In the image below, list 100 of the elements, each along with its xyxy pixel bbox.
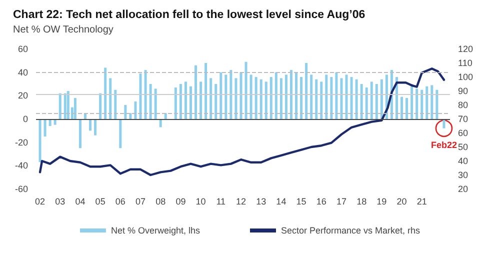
bar xyxy=(58,93,62,119)
bar xyxy=(139,74,142,119)
bar xyxy=(78,119,82,148)
bar xyxy=(420,90,424,119)
x-tick-label: 06 xyxy=(115,196,126,206)
bar xyxy=(370,82,373,119)
bar xyxy=(430,85,434,119)
y-tick-label: -20 xyxy=(14,137,28,148)
x-tick-label: 16 xyxy=(316,196,326,206)
bar xyxy=(99,93,102,119)
x-tick-label: 21 xyxy=(416,196,427,206)
y-tick-label: 0 xyxy=(22,114,28,124)
x-tick-label: 19 xyxy=(376,196,387,206)
bar xyxy=(164,113,167,119)
y2-tick-label: 120 xyxy=(458,44,474,54)
chart-title: Chart 22: Tech net allocation fell to the lowest level since Aug’06 xyxy=(13,9,366,21)
y2-tick-label: 100 xyxy=(458,72,474,82)
x-tick-label: 10 xyxy=(196,196,206,206)
y-tick-label: 20 xyxy=(18,90,28,101)
bar xyxy=(270,77,272,119)
bar xyxy=(350,77,353,119)
bar xyxy=(375,84,378,119)
bar xyxy=(240,72,242,119)
x-tick-label: 02 xyxy=(35,196,46,206)
bar xyxy=(295,72,298,119)
bar xyxy=(190,86,192,119)
bar xyxy=(220,72,222,119)
bar xyxy=(104,68,107,119)
x-tick-label: 03 xyxy=(55,196,66,206)
bar xyxy=(436,90,438,119)
x-tick-label: 05 xyxy=(95,196,106,206)
bar xyxy=(325,74,328,119)
y2-tick-label: 110 xyxy=(458,58,472,68)
y2-tick-label: 20 xyxy=(458,184,468,194)
bar xyxy=(214,84,218,119)
bar xyxy=(154,88,157,119)
bar xyxy=(320,82,323,119)
bar xyxy=(340,78,343,119)
bar xyxy=(94,119,97,136)
bar xyxy=(400,96,404,119)
legend-label: Net % Overweight, lhs xyxy=(110,226,200,236)
bar xyxy=(244,62,248,119)
y-tick-label: 40 xyxy=(18,67,28,78)
bar xyxy=(380,79,383,119)
bar xyxy=(365,88,368,119)
bar xyxy=(254,77,258,119)
y2-tick-label: 50 xyxy=(458,142,468,152)
bar xyxy=(406,98,408,119)
y2-tick-label: 70 xyxy=(458,114,468,124)
y-tick-label: -60 xyxy=(14,184,28,194)
bar xyxy=(144,70,147,119)
legend-label: Sector Performance vs Market, rhs xyxy=(280,226,421,236)
bar xyxy=(174,88,177,119)
x-tick-label: 17 xyxy=(336,196,346,206)
bar xyxy=(345,74,348,119)
bar xyxy=(315,79,318,119)
bar xyxy=(416,88,418,119)
bar xyxy=(310,74,313,119)
x-tick-label: 15 xyxy=(296,196,306,206)
bar xyxy=(230,70,232,119)
x-tick-label: 14 xyxy=(276,196,286,206)
y-tick-label: -40 xyxy=(14,160,28,171)
bar xyxy=(89,119,92,131)
bar xyxy=(134,102,137,119)
bar xyxy=(204,63,208,119)
bar xyxy=(234,78,238,119)
y2-tick-label: 60 xyxy=(458,128,468,138)
bar xyxy=(264,82,268,119)
bar xyxy=(284,74,288,119)
bar xyxy=(44,119,46,136)
bar xyxy=(179,84,182,119)
y2-tick-label: 90 xyxy=(458,86,468,96)
bar xyxy=(64,93,66,119)
bar xyxy=(305,63,308,119)
x-tick-label: 18 xyxy=(356,196,367,206)
bar xyxy=(210,78,212,119)
bar xyxy=(184,82,187,119)
bar xyxy=(129,113,132,119)
bar xyxy=(149,84,152,119)
bar xyxy=(274,72,278,119)
bar xyxy=(224,74,228,119)
bar xyxy=(74,98,76,119)
y2-tick-label: 30 xyxy=(458,170,468,180)
bar xyxy=(119,119,122,148)
bar xyxy=(355,79,358,119)
x-tick-label: 09 xyxy=(176,196,186,206)
bar xyxy=(335,72,338,119)
x-tick-label: 13 xyxy=(256,196,266,206)
bar xyxy=(260,79,262,119)
bar xyxy=(280,78,282,119)
x-tick-label: 08 xyxy=(156,196,166,206)
bar xyxy=(360,84,363,119)
y2-tick-label: 40 xyxy=(458,156,468,166)
x-tick-label: 12 xyxy=(236,196,246,206)
bar xyxy=(290,70,292,119)
y2-tick-label: 80 xyxy=(458,100,468,110)
annotation: Feb22 xyxy=(430,140,457,150)
bar xyxy=(124,105,127,119)
bar xyxy=(194,65,198,119)
y-tick-label: 60 xyxy=(18,44,28,54)
